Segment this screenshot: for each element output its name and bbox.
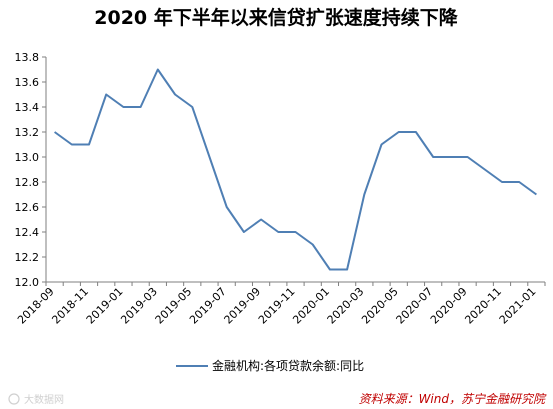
x-tick-label: 2020-09	[428, 285, 470, 327]
source-note: 资料来源：Wind，苏宁金融研究院	[359, 392, 547, 406]
y-tick-label: 12.6	[15, 201, 40, 214]
x-tick-label: 2019-05	[153, 285, 195, 327]
x-tick-label: 2020-01	[290, 285, 332, 327]
x-tick-label: 2019-07	[187, 285, 229, 327]
watermark: 大数据网	[8, 393, 64, 406]
x-tick-label: 2018-09	[15, 285, 57, 327]
watermark-logo-icon	[8, 393, 20, 405]
y-tick-label: 12.0	[15, 276, 40, 289]
x-tick-label: 2019-09	[222, 285, 264, 327]
y-tick-label: 13.4	[15, 101, 40, 114]
chart-title: 2020 年下半年以来信贷扩张速度持续下降	[94, 6, 458, 29]
x-tick-label: 2019-01	[84, 285, 126, 327]
y-axis-ticks: 12.0 12.2 12.4 12.6 12.8 13.0 13.2 13.4 13.6 13.8	[15, 51, 46, 289]
x-tick-label: 2020-05	[359, 285, 401, 327]
watermark-text: 大数据网	[24, 393, 64, 406]
x-tick-label: 2020-03	[325, 285, 367, 327]
y-tick-label: 12.2	[15, 251, 40, 264]
x-tick-label: 2020-07	[394, 285, 436, 327]
series-line	[54, 68, 537, 271]
y-tick-label: 13.6	[15, 76, 40, 89]
y-tick-label: 13.2	[15, 126, 40, 139]
x-tick-label: 2018-11	[49, 285, 91, 327]
series-group	[54, 68, 537, 271]
legend-label: 金融机构:各项贷款余额:同比	[212, 358, 364, 373]
legend: 金融机构:各项贷款余额:同比	[176, 358, 364, 373]
y-tick-label: 12.8	[15, 176, 40, 189]
x-axis-ticks: 2018-092018-112019-012019-032019-052019-…	[15, 282, 546, 327]
x-tick-label: 2019-03	[118, 285, 160, 327]
x-tick-label: 2020-11	[462, 285, 504, 327]
y-tick-label: 12.4	[15, 226, 40, 239]
x-tick-label: 2019-11	[256, 285, 298, 327]
y-tick-label: 13.0	[15, 151, 40, 164]
y-tick-label: 13.8	[15, 51, 40, 64]
x-tick-label: 2021-01	[497, 285, 539, 327]
